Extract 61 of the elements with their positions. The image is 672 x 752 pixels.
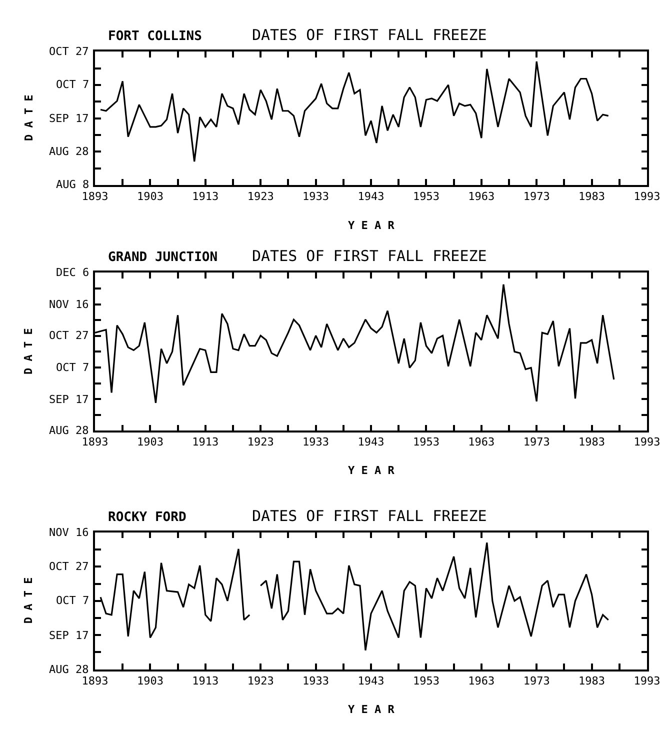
x-tick-label: 1983 <box>578 674 606 688</box>
x-tick-label: 1923 <box>247 190 274 203</box>
x-tick-label: 1993 <box>634 436 660 449</box>
text: OCT 7 <box>56 78 90 91</box>
x-tick-label: 1893 <box>82 190 108 203</box>
chart-title: FORT COLLINS <box>108 29 202 44</box>
x-axis-title: Y E A R <box>348 219 395 232</box>
text: DEC 6 <box>56 266 90 279</box>
x-tick-label: 1923 <box>247 674 274 688</box>
text: OCT 7 <box>56 361 90 374</box>
y-axis-title: D A T E <box>22 94 36 142</box>
x-tick-label: 1973 <box>523 190 550 203</box>
x-tick-label: 1993 <box>634 190 660 203</box>
x-tick-label: 1933 <box>302 674 330 688</box>
text: OCT 27 <box>49 329 89 342</box>
x-tick-label: 1913 <box>192 436 219 449</box>
x-tick-label: 1963 <box>468 674 495 688</box>
x-tick-label: 1943 <box>358 436 384 449</box>
x-tick-label: 1953 <box>412 674 440 688</box>
chart-subtitle: DATES OF FIRST FALL FREEZE <box>252 247 487 265</box>
x-tick-label: 1993 <box>634 674 660 688</box>
chart-title: GRAND JUNCTION <box>108 250 218 265</box>
x-tick-label: 1963 <box>468 436 495 449</box>
x-tick-label: 1943 <box>358 674 384 688</box>
x-tick-label: 1933 <box>302 436 330 449</box>
x-tick-label: 1903 <box>136 190 164 203</box>
x-tick-label: 1973 <box>523 674 550 688</box>
text: SEP 17 <box>49 629 89 642</box>
chart-subtitle: DATES OF FIRST FALL FREEZE <box>252 26 487 44</box>
x-axis-title: Y E A R <box>348 464 395 477</box>
x-tick-label: 1913 <box>192 190 219 203</box>
text: AUG 28 <box>49 145 89 158</box>
y-axis-title: D A T E <box>22 577 35 624</box>
x-tick-label: 1903 <box>136 436 164 449</box>
text: AUG 8 <box>56 178 90 191</box>
x-tick-label: 1973 <box>523 436 550 449</box>
text: AUG 28 <box>49 424 89 437</box>
text: OCT 27 <box>49 560 89 573</box>
x-tick-label: 1913 <box>192 674 219 688</box>
text: NOV 16 <box>49 526 89 539</box>
x-tick-label: 1943 <box>358 190 384 203</box>
chart-title: ROCKY FORD <box>108 510 186 525</box>
x-tick-label: 1903 <box>136 674 164 688</box>
text: SEP 17 <box>49 393 89 406</box>
x-tick-label: 1893 <box>82 436 108 449</box>
x-tick-label: 1983 <box>578 436 606 449</box>
x-tick-label: 1923 <box>247 436 274 449</box>
text: SEP 17 <box>49 112 89 125</box>
x-tick-label: 1953 <box>412 436 440 449</box>
x-tick-label: 1983 <box>578 190 606 203</box>
y-axis-title: D A T E <box>22 328 36 374</box>
x-tick-label: 1953 <box>412 190 440 203</box>
chart-subtitle: DATES OF FIRST FALL FREEZE <box>252 507 487 525</box>
text: OCT 7 <box>56 594 90 607</box>
text: AUG 28 <box>49 663 89 676</box>
x-tick-label: 1893 <box>82 674 108 688</box>
x-tick-label: 1933 <box>302 190 330 203</box>
text: NOV 16 <box>49 298 89 311</box>
text: OCT 27 <box>49 45 89 58</box>
x-tick-label: 1963 <box>468 190 495 203</box>
x-axis-title: Y E A R <box>348 703 395 716</box>
